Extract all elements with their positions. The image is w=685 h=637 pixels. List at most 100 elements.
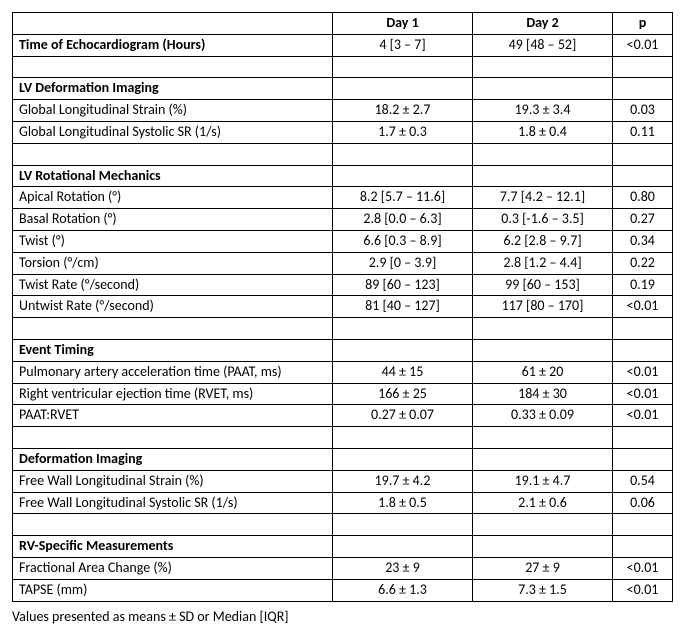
spacer-cell <box>613 427 673 449</box>
row-label: Free Wall Longitudinal Systolic SR (1/s) <box>13 492 333 514</box>
cell-d1: 1.7 ± 0.3 <box>333 121 473 143</box>
row-label: Apical Rotation (°) <box>13 187 333 209</box>
cell-d2: 117 [80 – 170] <box>473 296 613 318</box>
empty-cell <box>613 339 673 361</box>
table-row: Apical Rotation (°)8.2 [5.7 – 11.6]7.7 [… <box>13 187 673 209</box>
spacer-cell <box>13 56 333 78</box>
section-label: Event Timing <box>13 339 333 361</box>
cell-d1: 19.7 ± 4.2 <box>333 470 473 492</box>
header-day1: Day 1 <box>333 13 473 35</box>
table-row: Basal Rotation (°)2.8 [0.0 – 6.3]0.3 [-1… <box>13 209 673 231</box>
spacer-cell <box>613 143 673 165</box>
spacer-cell <box>473 514 613 536</box>
table-row: LV Deformation Imaging <box>13 78 673 100</box>
cell-d2: 27 ± 9 <box>473 557 613 579</box>
cell-d1: 1.8 ± 0.5 <box>333 492 473 514</box>
cell-d1: 6.6 [0.3 – 8.9] <box>333 230 473 252</box>
table-row: Free Wall Longitudinal Strain (%)19.7 ± … <box>13 470 673 492</box>
row-label: Fractional Area Change (%) <box>13 557 333 579</box>
cell-p: <0.01 <box>613 296 673 318</box>
spacer-cell <box>333 427 473 449</box>
cell-p: 0.06 <box>613 492 673 514</box>
table-row: Twist Rate (°/second)89 [60 – 123]99 [60… <box>13 274 673 296</box>
spacer-cell <box>13 427 333 449</box>
cell-p: 0.11 <box>613 121 673 143</box>
cell-d1: 81 [40 – 127] <box>333 296 473 318</box>
table-row <box>13 514 673 536</box>
spacer-cell <box>333 143 473 165</box>
cell-d1: 2.8 [0.0 – 6.3] <box>333 209 473 231</box>
table-row: Time of Echocardiogram (Hours)4 [3 – 7]4… <box>13 34 673 56</box>
cell-d1: 4 [3 – 7] <box>333 34 473 56</box>
cell-d2: 61 ± 20 <box>473 361 613 383</box>
cell-d1: 18.2 ± 2.7 <box>333 100 473 122</box>
cell-p: 0.03 <box>613 100 673 122</box>
spacer-cell <box>473 143 613 165</box>
empty-cell <box>333 78 473 100</box>
cell-d2: 49 [48 – 52] <box>473 34 613 56</box>
row-label: Untwist Rate (°/second) <box>13 296 333 318</box>
cell-d1: 6.6 ± 1.3 <box>333 579 473 601</box>
cell-p: 0.27 <box>613 209 673 231</box>
cell-d2: 184 ± 30 <box>473 383 613 405</box>
table-row: Fractional Area Change (%)23 ± 927 ± 9<0… <box>13 557 673 579</box>
table-row: TAPSE (mm)6.6 ± 1.37.3 ± 1.5<0.01 <box>13 579 673 601</box>
row-label: Global Longitudinal Strain (%) <box>13 100 333 122</box>
empty-cell <box>333 448 473 470</box>
cell-d1: 2.9 [0 – 3.9] <box>333 252 473 274</box>
empty-cell <box>473 536 613 558</box>
spacer-cell <box>613 56 673 78</box>
table-row: Event Timing <box>13 339 673 361</box>
table-row: Right ventricular ejection time (RVET, m… <box>13 383 673 405</box>
row-label: PAAT:RVET <box>13 405 333 427</box>
table-row: Untwist Rate (°/second)81 [40 – 127]117 … <box>13 296 673 318</box>
row-label: Twist Rate (°/second) <box>13 274 333 296</box>
empty-cell <box>613 448 673 470</box>
empty-cell <box>473 448 613 470</box>
row-label: Twist (°) <box>13 230 333 252</box>
table-row: Torsion (°/cm)2.9 [0 – 3.9]2.8 [1.2 – 4.… <box>13 252 673 274</box>
cell-d2: 1.8 ± 0.4 <box>473 121 613 143</box>
row-label: Pulmonary artery acceleration time (PAAT… <box>13 361 333 383</box>
table-footnote: Values presented as means ± SD or Median… <box>12 602 673 625</box>
empty-cell <box>613 165 673 187</box>
cell-d2: 6.2 [2.8 – 9.7] <box>473 230 613 252</box>
empty-cell <box>473 339 613 361</box>
echo-results-table: Day 1 Day 2 p Time of Echocardiogram (Ho… <box>12 12 673 602</box>
header-day2: Day 2 <box>473 13 613 35</box>
section-label: LV Deformation Imaging <box>13 78 333 100</box>
spacer-cell <box>613 318 673 340</box>
empty-cell <box>333 339 473 361</box>
section-label: Deformation Imaging <box>13 448 333 470</box>
row-label: Basal Rotation (°) <box>13 209 333 231</box>
table-header-row: Day 1 Day 2 p <box>13 13 673 35</box>
spacer-cell <box>333 56 473 78</box>
row-label: Torsion (°/cm) <box>13 252 333 274</box>
row-label: TAPSE (mm) <box>13 579 333 601</box>
empty-cell <box>473 165 613 187</box>
cell-d2: 19.3 ± 3.4 <box>473 100 613 122</box>
cell-d2: 7.3 ± 1.5 <box>473 579 613 601</box>
spacer-cell <box>473 427 613 449</box>
table-row <box>13 318 673 340</box>
table-row: Global Longitudinal Strain (%)18.2 ± 2.7… <box>13 100 673 122</box>
cell-d1: 8.2 [5.7 – 11.6] <box>333 187 473 209</box>
table-row <box>13 143 673 165</box>
cell-d1: 89 [60 – 123] <box>333 274 473 296</box>
cell-d2: 0.3 [-1.6 – 3.5] <box>473 209 613 231</box>
section-label: RV-Specific Measurements <box>13 536 333 558</box>
cell-d2: 2.1 ± 0.6 <box>473 492 613 514</box>
spacer-cell <box>473 318 613 340</box>
empty-cell <box>613 78 673 100</box>
cell-p: 0.80 <box>613 187 673 209</box>
empty-cell <box>333 165 473 187</box>
cell-d2: 19.1 ± 4.7 <box>473 470 613 492</box>
row-label: Time of Echocardiogram (Hours) <box>13 34 333 56</box>
cell-d2: 7.7 [4.2 – 12.1] <box>473 187 613 209</box>
cell-p: <0.01 <box>613 361 673 383</box>
cell-d2: 0.33 ± 0.09 <box>473 405 613 427</box>
cell-d2: 2.8 [1.2 – 4.4] <box>473 252 613 274</box>
cell-p: 0.19 <box>613 274 673 296</box>
table-body: Time of Echocardiogram (Hours)4 [3 – 7]4… <box>13 34 673 601</box>
empty-cell <box>473 78 613 100</box>
